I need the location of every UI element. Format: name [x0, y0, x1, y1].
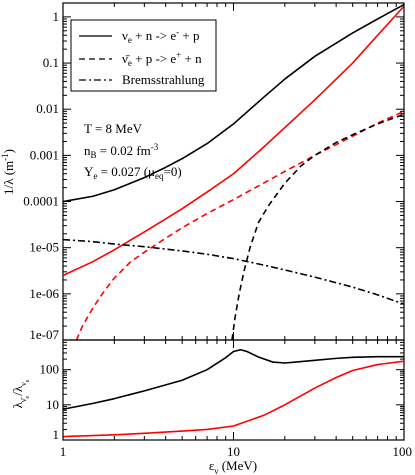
top-y-axis-ticks: 1e-07 1e-06 1e-05 0.0001 0.001 0.01 0.1 1 — [23, 2, 404, 342]
legend-box — [70, 19, 217, 92]
x-tick-label: 100 — [393, 444, 413, 459]
legend-label-3: Bremsstrahlung — [122, 72, 205, 87]
bottom-series-1-line — [62, 360, 405, 438]
legend: νe + n -> e- + p ν̄e + p -> e+ + n Brems… — [70, 19, 217, 92]
top-y-tick-label: 0.1 — [43, 55, 59, 70]
x-axis-label: εν (MeV) — [209, 458, 257, 475]
annotation-density: nB = 0.02 fm-3 — [84, 142, 159, 160]
annotation-temperature: T = 8 MeV — [84, 121, 143, 136]
top-y-tick-label: 0.001 — [30, 147, 59, 162]
top-y-tick-label: 1 — [53, 9, 60, 24]
bottom-series-0-line — [62, 348, 404, 411]
legend-label-2: ν̄e + p -> e+ + n — [122, 50, 202, 68]
top-y-tick-label: 1e-06 — [29, 286, 59, 301]
legend-label-1: νe + n -> e- + p — [122, 27, 200, 45]
top-y-axis-label: 1/λ (m-1) — [0, 149, 16, 195]
bottom-plot-frame — [62, 339, 405, 441]
bottom-y-tick-label: 10 — [46, 397, 59, 412]
top-series-4-line — [62, 238, 405, 305]
top-series-2-line — [75, 110, 405, 341]
top-y-tick-label: 0.01 — [36, 101, 59, 116]
top-series-1-line — [62, 5, 405, 277]
annotation-ye: Ye = 0.027 (μeq=0) — [84, 164, 182, 181]
top-y-tick-label: 0.0001 — [23, 194, 59, 209]
top-y-tick-label: 1e-05 — [29, 240, 59, 255]
x-axis-ticks: 1 10 100 — [60, 3, 412, 459]
bottom-series-group — [62, 348, 405, 438]
bottom-y-tick-label: 100 — [40, 362, 60, 377]
x-tick-label: 1 — [60, 444, 67, 459]
bottom-y-tick-label: 1 — [53, 427, 60, 442]
bottom-y-axis-ticks: 1 10 100 — [40, 339, 404, 442]
top-series-3-line — [231, 113, 405, 341]
bottom-y-axis-label: λν̄e/λνe — [10, 379, 31, 408]
x-tick-label: 10 — [227, 444, 240, 459]
top-series-0-line — [62, 3, 405, 203]
top-y-tick-label: 1e-07 — [29, 327, 59, 342]
top-series-group — [62, 3, 405, 341]
